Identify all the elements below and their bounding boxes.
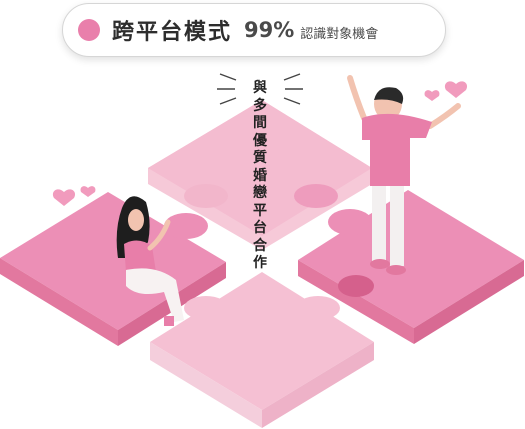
mode-badge: 跨平台模式 99% 認識對象機會 xyxy=(62,3,446,57)
heart-icon xyxy=(444,81,468,98)
mode-title: 跨平台模式 xyxy=(112,20,233,45)
caption-char: 合 xyxy=(253,237,267,254)
caption-char: 婚 xyxy=(253,167,267,184)
match-percent: 99% xyxy=(244,18,295,42)
pink-dot-icon xyxy=(78,19,100,41)
puzzle-piece-back xyxy=(148,100,372,250)
match-subtitle: 認識對象機會 xyxy=(300,27,379,42)
puzzle-piece-right xyxy=(298,190,524,344)
caption-char: 間 xyxy=(253,115,267,131)
partnership-caption: 與多間優質婚戀平台合作 xyxy=(250,80,270,273)
puzzle-piece-front xyxy=(150,272,374,428)
caption-char: 作 xyxy=(253,255,267,271)
caption-char: 優 xyxy=(253,132,267,149)
caption-char: 與 xyxy=(253,80,267,96)
woman-figure xyxy=(116,196,184,326)
caption-char: 戀 xyxy=(253,185,267,201)
caption-char: 平 xyxy=(253,202,267,219)
heart-icon xyxy=(80,186,96,197)
man-figure xyxy=(347,75,461,275)
caption-char: 多 xyxy=(253,97,267,114)
emphasis-lines xyxy=(217,73,303,105)
heart-icon xyxy=(424,90,440,101)
caption-char: 質 xyxy=(253,150,267,166)
heart-icon xyxy=(52,189,76,206)
caption-char: 台 xyxy=(253,220,267,236)
